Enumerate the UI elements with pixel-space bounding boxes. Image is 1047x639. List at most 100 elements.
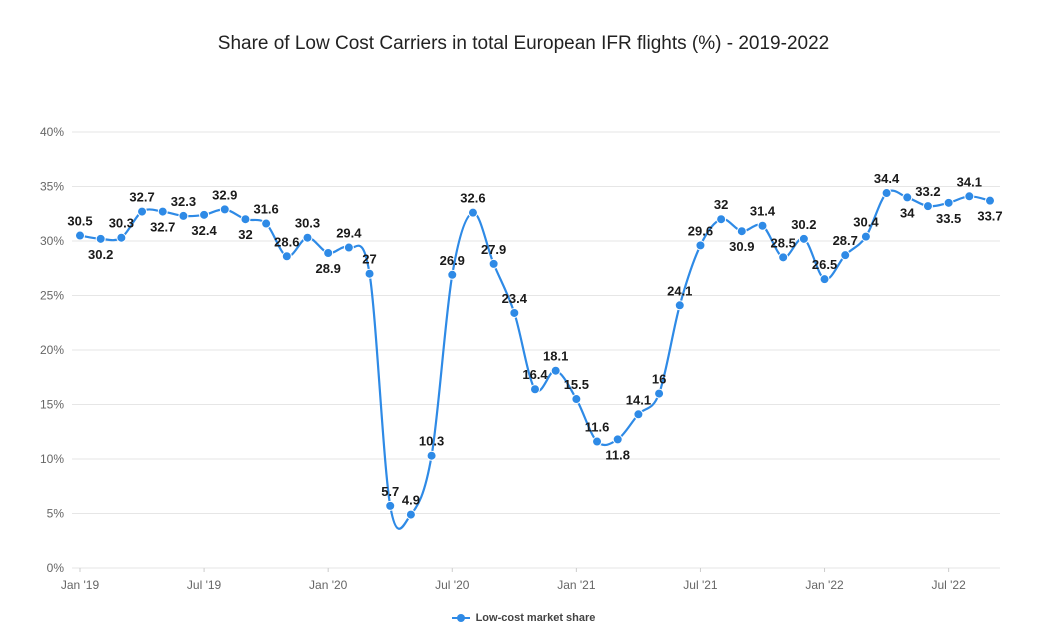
- y-tick-label: 35%: [40, 180, 64, 194]
- data-label: 26.5: [812, 257, 837, 272]
- data-point: [819, 274, 830, 285]
- data-point: [467, 207, 478, 218]
- data-point: [592, 436, 603, 447]
- data-label: 27.9: [481, 242, 506, 257]
- data-label: 32.6: [460, 191, 485, 206]
- x-tick-label: Jul '22: [931, 578, 966, 592]
- series-line: [79, 189, 991, 530]
- data-point: [860, 231, 871, 242]
- data-label: 10.3: [419, 434, 444, 449]
- legend-label: Low-cost market share: [475, 612, 596, 624]
- data-label: 32.3: [171, 194, 196, 209]
- data-point: [633, 409, 644, 420]
- data-point: [964, 191, 975, 202]
- data-point: [736, 226, 747, 237]
- data-label: 31.6: [253, 202, 278, 217]
- data-point: [881, 188, 892, 199]
- data-label: 34.4: [874, 171, 900, 186]
- data-point: [137, 206, 148, 217]
- data-label: 28.5: [771, 235, 796, 250]
- data-point: [364, 268, 375, 279]
- data-label: 30.2: [791, 217, 816, 232]
- x-tick-label: Jan '19: [61, 578, 100, 592]
- x-tick-label: Jul '19: [187, 578, 222, 592]
- data-label: 14.1: [626, 392, 651, 407]
- data-label: 33.7: [977, 209, 1002, 224]
- data-point: [385, 500, 396, 511]
- data-point: [178, 210, 189, 221]
- data-point: [426, 450, 437, 461]
- data-label: 26.9: [440, 253, 465, 268]
- data-point: [798, 233, 809, 244]
- data-label: 33.5: [936, 211, 961, 226]
- data-label: 30.5: [67, 214, 92, 229]
- data-label: 11.8: [605, 447, 630, 462]
- data-point: [922, 201, 933, 212]
- legend-marker: [451, 613, 470, 623]
- data-point: [157, 206, 168, 217]
- data-label: 15.5: [564, 377, 589, 392]
- data-label: 34: [900, 205, 915, 220]
- data-point: [674, 300, 685, 311]
- y-tick-label: 15%: [40, 398, 64, 412]
- data-label: 29.4: [336, 226, 362, 241]
- data-point: [343, 242, 354, 253]
- y-tick-label: 25%: [40, 289, 64, 303]
- data-label: 34.1: [957, 174, 982, 189]
- data-label: 16.4: [522, 367, 548, 382]
- data-point: [571, 394, 582, 405]
- data-point: [509, 307, 520, 318]
- data-point: [95, 233, 106, 244]
- data-label: 23.4: [502, 291, 528, 306]
- x-tick-label: Jul '20: [435, 578, 470, 592]
- data-label: 11.6: [585, 420, 610, 435]
- data-label: 4.9: [402, 493, 420, 508]
- data-label: 27: [362, 252, 376, 267]
- data-point: [240, 214, 251, 225]
- data-label: 30.2: [88, 247, 113, 262]
- data-point: [840, 250, 851, 261]
- data-point: [323, 247, 334, 258]
- data-label: 32.9: [212, 187, 237, 202]
- data-point: [261, 218, 272, 229]
- data-point: [716, 214, 727, 225]
- y-tick-label: 10%: [40, 452, 64, 466]
- data-label: 29.6: [688, 223, 713, 238]
- data-point: [405, 509, 416, 520]
- data-point: [530, 384, 540, 395]
- data-label: 32.7: [150, 220, 175, 235]
- y-tick-label: 40%: [40, 125, 64, 139]
- legend[interactable]: Low-cost market share: [0, 612, 1047, 624]
- data-label: 28.7: [833, 233, 858, 248]
- data-label: 32.7: [129, 190, 154, 205]
- data-label: 30.3: [109, 216, 134, 231]
- data-point: [550, 365, 561, 376]
- data-label: 30.3: [295, 216, 320, 231]
- data-point: [116, 232, 127, 243]
- x-tick-label: Jan '22: [805, 578, 844, 592]
- data-label: 32: [238, 227, 252, 242]
- x-tick-label: Jan '20: [309, 578, 348, 592]
- y-tick-label: 0%: [47, 561, 65, 575]
- x-tick-label: Jan '21: [557, 578, 596, 592]
- data-label: 33.2: [915, 184, 940, 199]
- data-point: [757, 220, 768, 231]
- data-point: [447, 269, 458, 280]
- y-tick-label: 30%: [40, 234, 64, 248]
- data-point: [281, 251, 292, 262]
- data-label: 28.9: [316, 261, 341, 276]
- data-point: [612, 434, 623, 445]
- data-point: [943, 197, 954, 208]
- data-point: [488, 258, 499, 269]
- data-point: [219, 204, 230, 215]
- data-point: [302, 232, 313, 243]
- data-point: [778, 252, 789, 263]
- data-label: 28.6: [274, 234, 299, 249]
- data-point: [199, 209, 210, 220]
- x-tick-label: Jul '21: [683, 578, 718, 592]
- data-label: 5.7: [381, 484, 399, 499]
- data-label: 31.4: [750, 204, 776, 219]
- data-label: 32.4: [191, 223, 217, 238]
